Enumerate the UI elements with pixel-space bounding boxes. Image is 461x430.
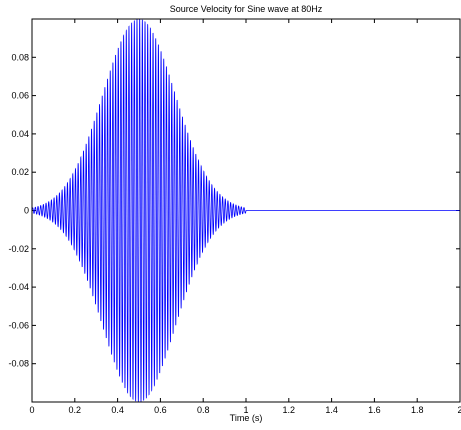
y-tick-label: -0.04	[8, 282, 29, 292]
x-tick-label: 1.4	[325, 405, 338, 415]
y-tick-label: -0.06	[8, 320, 29, 330]
x-tick-label: 0.2	[69, 405, 82, 415]
y-tick-label: 0	[24, 206, 29, 216]
y-tick-label: 0.06	[11, 91, 29, 101]
y-tick-label: 0.02	[11, 167, 29, 177]
x-tick-label: 1.6	[368, 405, 381, 415]
x-tick-label: 0.8	[197, 405, 210, 415]
x-tick-label: 0.6	[154, 405, 167, 415]
x-tick-label: 1.2	[283, 405, 296, 415]
y-tick-label: 0.08	[11, 52, 29, 62]
chart-title: Source Velocity for Sine wave at 80Hz	[170, 4, 323, 14]
x-axis-label: Time (s)	[230, 413, 263, 423]
x-tick-label: 0	[29, 405, 34, 415]
y-tick-label: 0.04	[11, 129, 29, 139]
x-tick-label: 2	[457, 405, 461, 415]
y-tick-label: -0.08	[8, 359, 29, 369]
x-tick-label: 0.4	[111, 405, 124, 415]
x-tick-label: 1.8	[411, 405, 424, 415]
y-tick-label: -0.02	[8, 244, 29, 254]
